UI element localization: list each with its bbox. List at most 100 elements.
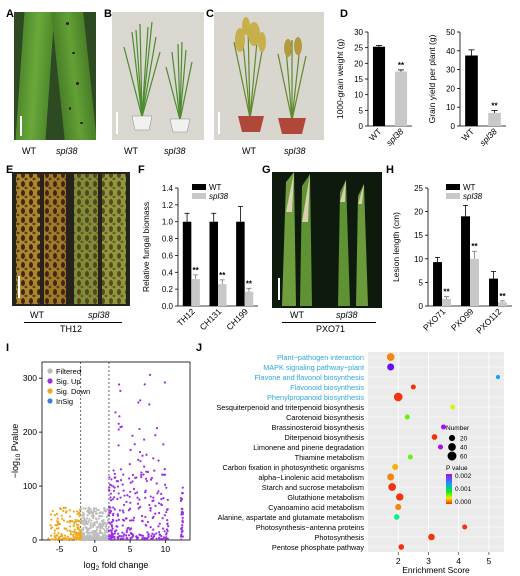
volcano-point xyxy=(135,536,139,539)
volcano-point xyxy=(100,511,103,514)
volcano-point xyxy=(128,528,131,531)
legend-swatch xyxy=(47,368,53,374)
volcano-point xyxy=(69,533,73,536)
legend-swatch xyxy=(47,378,53,384)
volcano-point xyxy=(87,527,91,530)
volcano-point xyxy=(103,529,107,532)
volcano-point xyxy=(181,519,184,522)
y-tick-label: 0 xyxy=(451,122,456,131)
bar xyxy=(182,221,192,306)
volcano-point xyxy=(163,530,166,533)
volcano-point xyxy=(157,502,161,505)
x-tick-label: PXO99 xyxy=(449,306,476,333)
volcano-point xyxy=(141,536,144,540)
legend-label: Sig. Down xyxy=(56,387,90,396)
y-axis-label: 1000-grain weight (g) xyxy=(335,39,345,119)
y-tick-label: 0 xyxy=(419,302,424,311)
volcano-point xyxy=(101,522,104,525)
volcano-point xyxy=(180,498,184,501)
volcano-point xyxy=(181,516,184,520)
volcano-point xyxy=(108,529,111,532)
volcano-point xyxy=(103,507,106,510)
volcano-point xyxy=(86,517,89,520)
volcano-point xyxy=(155,537,158,540)
volcano-point xyxy=(151,516,154,520)
volcano-point xyxy=(79,521,82,524)
volcano-point xyxy=(139,460,142,463)
volcano-point xyxy=(109,537,112,540)
volcano-point xyxy=(151,532,154,535)
size-legend-title: Number xyxy=(446,425,470,432)
volcano-point xyxy=(140,514,144,518)
y-tick-label: 5 xyxy=(359,106,364,115)
volcano-point xyxy=(60,534,63,537)
volcano-point xyxy=(63,534,66,537)
y-tick-label: 100 xyxy=(23,481,37,491)
pathway-label: Carotenoid biosynthesis xyxy=(286,413,364,422)
volcano-point xyxy=(102,534,106,537)
volcano-point xyxy=(131,480,134,483)
legend-swatch xyxy=(446,184,460,190)
volcano-point xyxy=(161,527,165,530)
bar xyxy=(191,279,200,306)
volcano-point xyxy=(121,531,124,534)
volcano-point xyxy=(158,522,161,525)
volcano-point xyxy=(89,526,92,529)
caption-b-mut: spl38 xyxy=(164,146,186,156)
volcano-point xyxy=(148,373,152,376)
volcano-point xyxy=(138,450,142,454)
volcano-point xyxy=(98,523,102,526)
volcano-point xyxy=(113,472,116,475)
volcano-point xyxy=(62,506,65,510)
bar xyxy=(489,278,498,306)
volcano-point xyxy=(95,518,98,521)
volcano-point xyxy=(108,483,112,486)
volcano-point xyxy=(131,434,134,437)
volcano-point xyxy=(111,535,114,539)
y-tick-label: 1.2 xyxy=(162,201,174,210)
volcano-point xyxy=(136,496,139,499)
volcano-point xyxy=(166,530,169,533)
volcano-point xyxy=(165,528,169,531)
volcano-point xyxy=(140,475,143,479)
volcano-point xyxy=(125,531,128,534)
volcano-point xyxy=(105,523,108,526)
volcano-point xyxy=(116,485,120,488)
volcano-point xyxy=(83,518,86,521)
volcano-point xyxy=(102,524,105,527)
volcano-point xyxy=(135,491,139,494)
size-legend-label: 60 xyxy=(460,454,468,461)
volcano-point xyxy=(74,536,78,539)
y-tick-label: 0 xyxy=(32,535,37,545)
panel-label-b: B xyxy=(104,8,112,20)
volcano-point xyxy=(119,389,122,392)
color-legend-label: 0.001 xyxy=(455,486,472,493)
volcano-point xyxy=(127,534,131,537)
legend-label: Sig. Up xyxy=(56,377,81,386)
volcano-point xyxy=(162,443,165,446)
volcano-point xyxy=(108,521,111,524)
volcano-point xyxy=(136,502,140,505)
volcano-point xyxy=(64,527,68,530)
volcano-point xyxy=(181,524,184,527)
volcano-point xyxy=(73,522,76,525)
volcano-point xyxy=(60,514,63,517)
volcano-point xyxy=(85,519,88,522)
pathway-bubble xyxy=(393,514,400,520)
volcano-point xyxy=(79,531,82,534)
volcano-point xyxy=(155,532,158,535)
volcano-point xyxy=(144,491,147,494)
volcano-point xyxy=(55,538,58,541)
volcano-point xyxy=(64,536,67,539)
chart-d-grain-yield: 0 10 20 30 40 50 WT ** spl38 Grain yield per plan… xyxy=(427,28,506,148)
volcano-point xyxy=(122,473,125,476)
bar xyxy=(465,55,478,126)
volcano-point xyxy=(85,527,88,530)
volcano-point xyxy=(129,448,132,452)
volcano-point xyxy=(152,496,155,499)
volcano-point xyxy=(97,538,100,541)
volcano-point xyxy=(98,514,101,518)
volcano-point xyxy=(112,496,116,499)
volcano-point xyxy=(155,482,158,485)
volcano-point xyxy=(180,535,183,538)
